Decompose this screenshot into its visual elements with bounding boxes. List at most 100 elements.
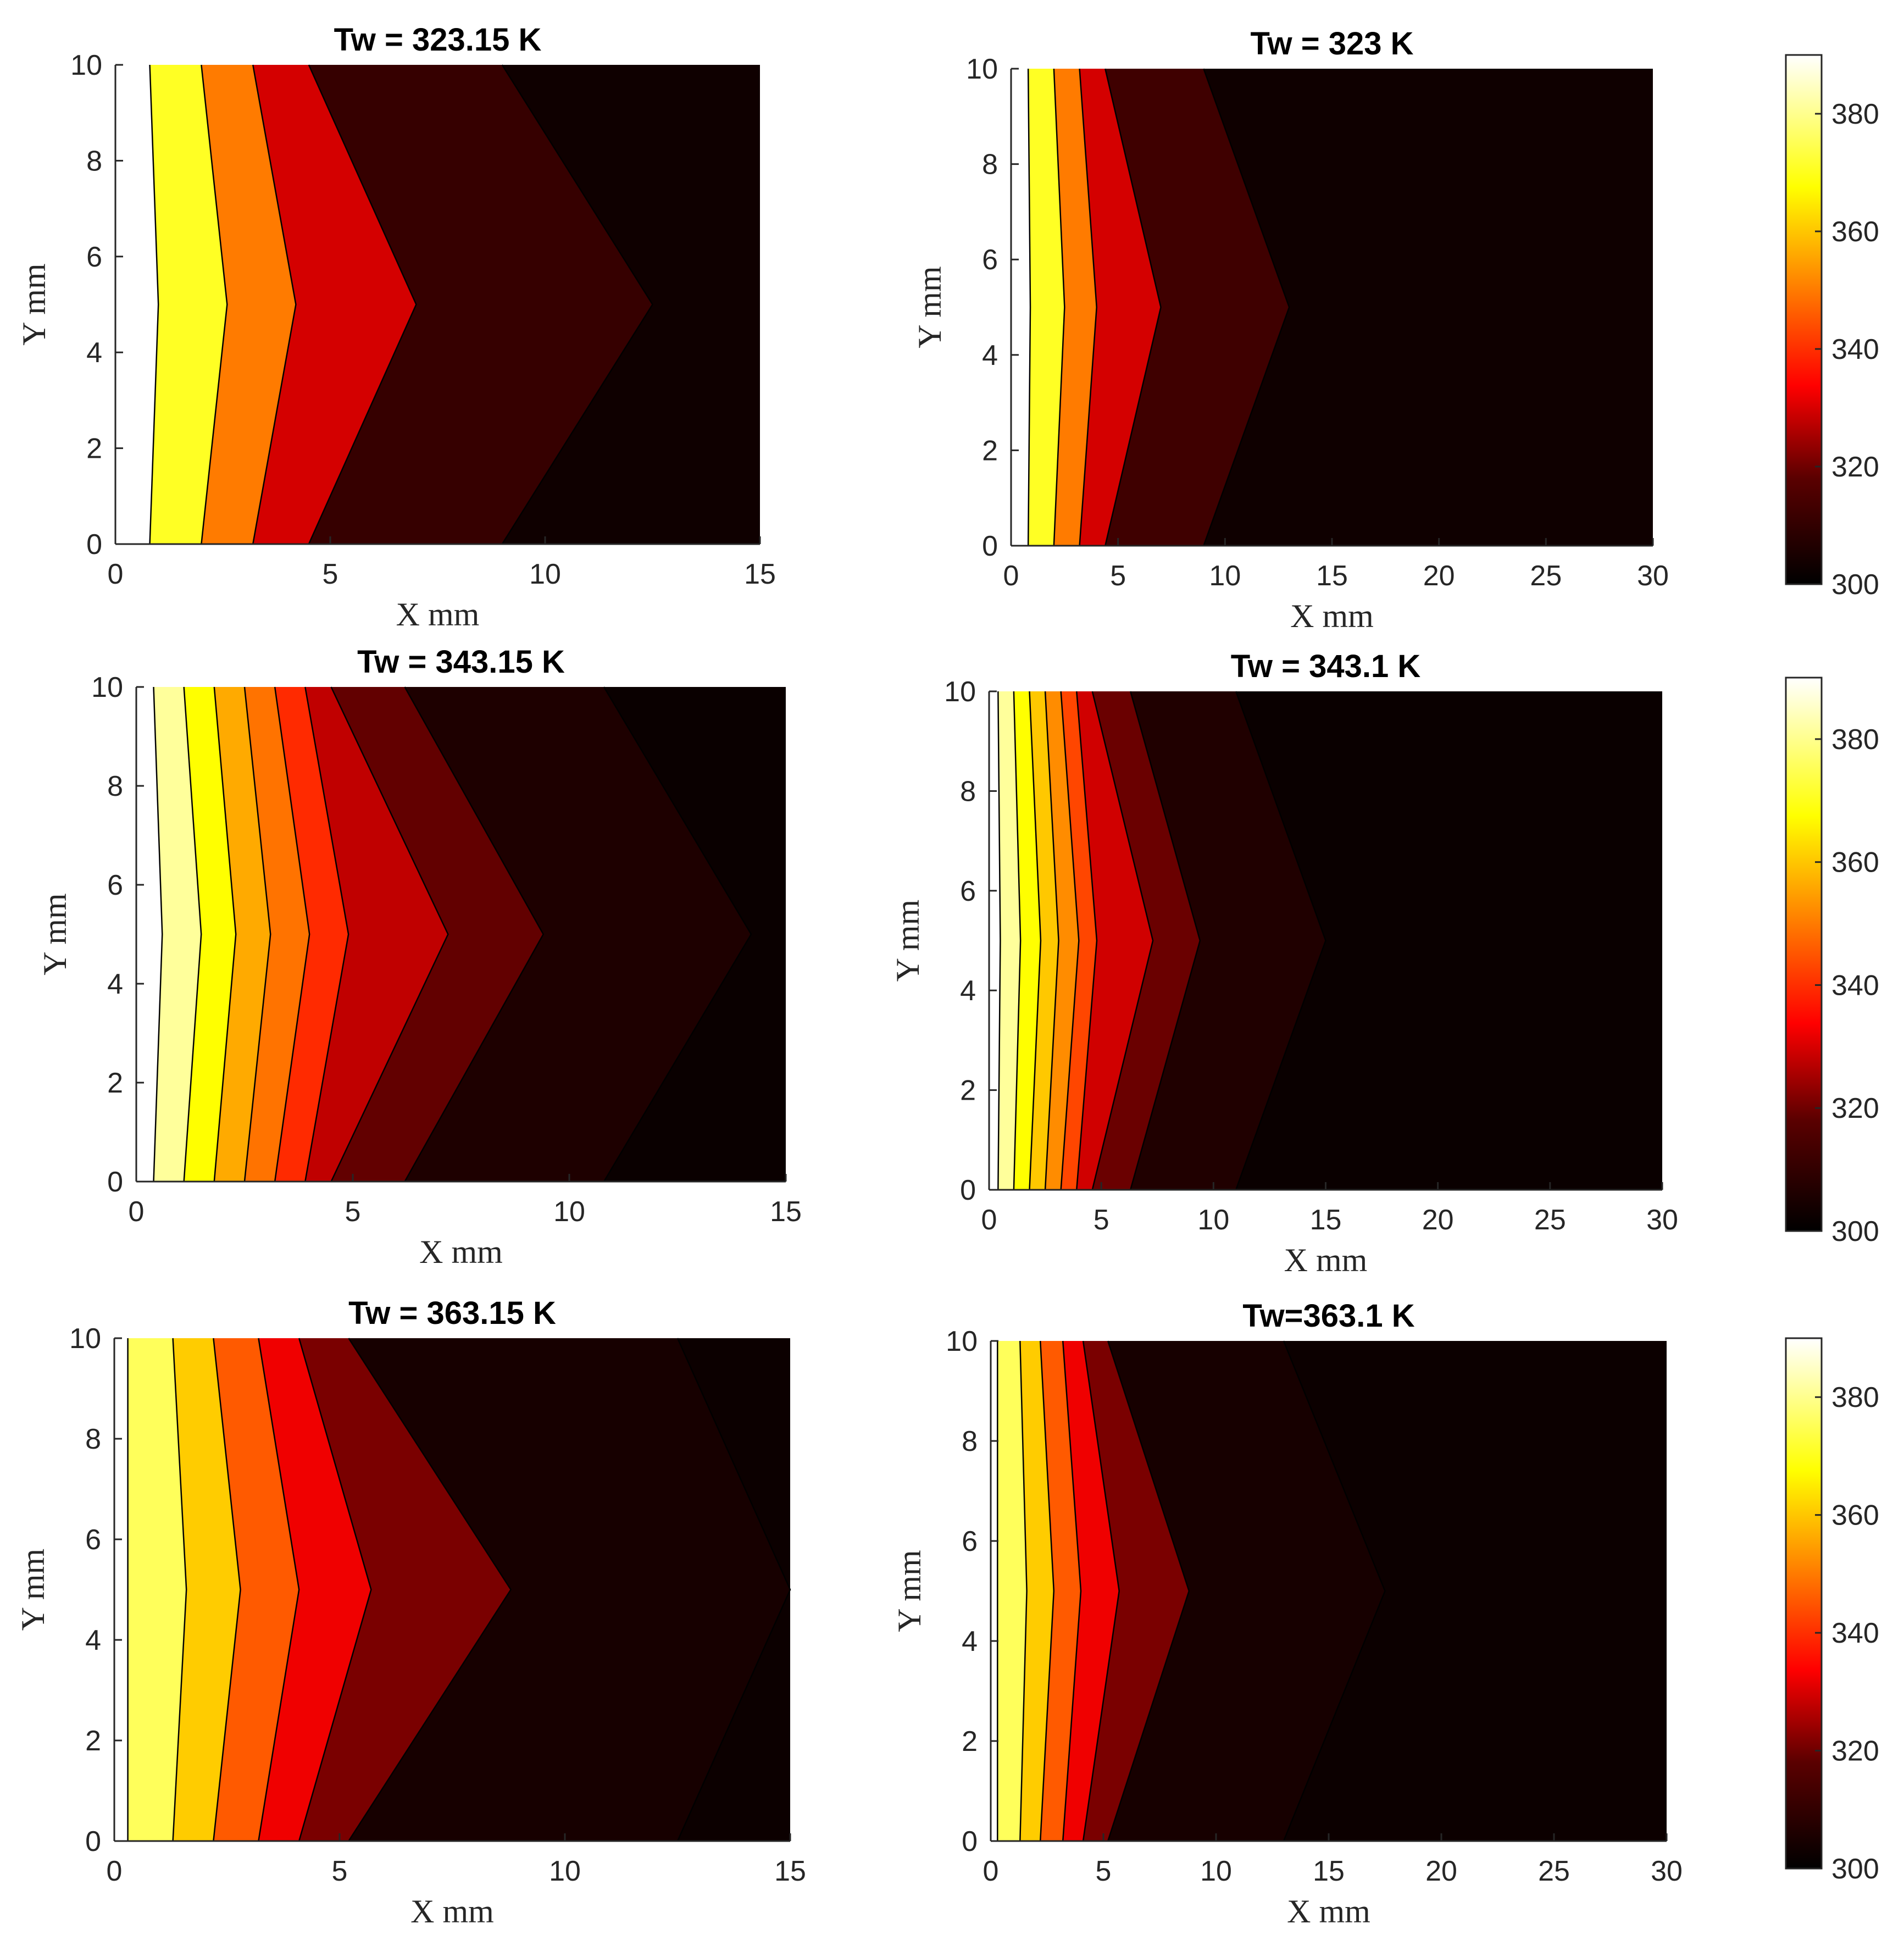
x-tick-label: 25 [1530,560,1562,592]
contour-line [1104,68,1162,546]
x-tick-label: 0 [129,1196,145,1228]
y-tick-label: 6 [982,244,998,276]
contour-line [1079,68,1097,546]
y-tick-label: 6 [85,1524,101,1556]
contour-line [1107,1340,1190,1842]
contour-line [1076,691,1098,1190]
contour-panel-1: 0 5 10 15 0 2 4 6 8 10 Tw = 323.15 K X mm Y mm [16,22,776,633]
contour-line [1060,691,1080,1190]
contour-line [274,686,310,1182]
colorbar-tick-label: 360 [1831,216,1879,248]
x-tick-label: 15 [1310,1204,1342,1236]
contour-band [991,1341,1027,1841]
y-tick-label: 0 [85,1826,101,1858]
y-tick-label: 4 [107,968,123,1000]
panel-title: Tw = 323 K [1250,26,1413,62]
contour-band [115,65,159,544]
x-tick-label: 5 [1093,1204,1109,1236]
x-tick-label: 5 [323,558,338,590]
colorbar-tick-label: 360 [1831,847,1879,879]
contour-line [298,1338,372,1842]
y-tick-label: 6 [86,241,102,273]
x-tick-label: 15 [770,1196,802,1228]
x-tick-label: 10 [1200,1855,1232,1887]
x-tick-label: 5 [332,1855,348,1887]
contour-line [997,691,1001,1190]
contour-line [1283,1340,1386,1842]
contour-line [153,686,163,1182]
panel-title: Tw = 363.15 K [348,1295,556,1331]
contour-line [1039,1340,1055,1842]
contour-line [1235,691,1326,1190]
colorbar-tick-label: 300 [1831,1216,1879,1248]
y-tick-label: 2 [85,1725,101,1757]
x-axis-label: X mm [419,1234,503,1270]
y-tick-label: 8 [962,1426,978,1457]
y-axis-label: Y mm [16,263,52,345]
y-tick-label: 0 [982,530,998,562]
y-tick-label: 2 [960,1075,976,1107]
colorbar-tick-label: 320 [1831,1736,1879,1767]
contour-line [1053,68,1065,546]
contour-panel-3: 0 5 10 15 0 2 4 6 8 10 Tw = 343.15 K X mm Y mm [37,644,802,1270]
colorbar-tick-label: 380 [1831,1382,1879,1413]
colorbar-gradient [1785,54,1823,585]
x-tick-label: 5 [1096,1855,1112,1887]
y-tick-label: 2 [982,435,998,467]
x-tick-label: 25 [1538,1855,1570,1887]
x-tick-label: 25 [1534,1204,1566,1236]
y-tick-label: 10 [944,676,976,708]
x-axis-label: X mm [1284,1242,1368,1278]
y-tick-label: 10 [966,53,998,85]
y-tick-label: 0 [962,1826,978,1858]
y-tick-label: 4 [960,975,976,1007]
y-axis-label: Y mm [891,1550,928,1632]
y-tick-label: 10 [70,49,102,81]
contour-line [676,1338,791,1842]
y-tick-label: 2 [962,1726,978,1758]
contour-line [348,1338,512,1842]
colorbar-tick-label: 320 [1831,451,1879,483]
y-tick-label: 10 [946,1326,978,1357]
y-tick-label: 2 [107,1067,123,1099]
contour-line [252,64,297,545]
y-axis-label: Y mm [37,893,73,975]
y-axis-label: Y mm [890,900,926,982]
colorbar-tick-label: 340 [1831,969,1879,1001]
contour-line [1027,68,1031,546]
contour-line [213,1338,241,1842]
x-axis-label: X mm [410,1893,494,1930]
contour-line [1029,691,1042,1190]
x-tick-label: 15 [774,1855,806,1887]
colorbar-tick-label: 340 [1831,334,1879,365]
x-tick-label: 10 [1197,1204,1229,1236]
contour-line [1130,691,1201,1190]
contour-line [1019,1340,1028,1842]
y-tick-label: 10 [69,1323,101,1355]
colorbar-tick-label: 340 [1831,1617,1879,1649]
x-tick-label: 15 [744,558,776,590]
y-axis-label: Y mm [912,266,948,348]
contour-band [136,687,163,1182]
contour-line [1091,691,1154,1190]
x-axis-label: X mm [396,596,480,633]
contour-line [1013,691,1022,1190]
contour-line [213,686,237,1182]
panel-title: Tw = 323.15 K [334,22,542,58]
y-tick-label: 8 [85,1423,101,1455]
panel-title: Tw = 343.1 K [1231,648,1421,684]
colorbars-layer: 3003203403603803003203403603803003203403… [1785,54,1879,1885]
x-tick-label: 20 [1422,1204,1454,1236]
contour-band [114,1338,128,1841]
y-tick-label: 6 [960,875,976,907]
x-tick-label: 0 [1003,560,1019,592]
x-tick-label: 20 [1425,1855,1457,1887]
y-tick-label: 4 [85,1625,101,1656]
colorbar-3: 300 320 340 360 380 [1785,1337,1879,1885]
contour-line [149,64,159,545]
contour-line [404,686,545,1182]
contour-line [330,686,449,1182]
x-tick-label: 10 [529,558,561,590]
x-tick-label: 15 [1313,1855,1345,1887]
contour-line [1203,68,1290,546]
